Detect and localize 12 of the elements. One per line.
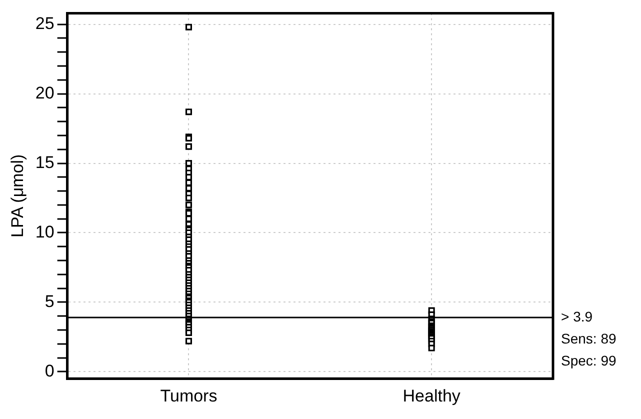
ref-line-label: > 3.9 xyxy=(561,308,593,324)
x-tick-label: Healthy xyxy=(402,386,461,406)
y-tick-label: 10 xyxy=(35,222,54,242)
x-tick-label: Tumors xyxy=(160,386,218,406)
y-tick-label: 5 xyxy=(44,292,54,311)
text: Sens: 89 xyxy=(561,330,616,346)
y-axis-title: LPA (μmol) xyxy=(8,154,27,238)
text: Spec: 99 xyxy=(561,352,616,368)
y-tick-label: 20 xyxy=(35,83,54,102)
y-tick-label: 0 xyxy=(44,361,54,380)
y-tick-label: 15 xyxy=(35,152,54,172)
y-tick-label: 25 xyxy=(35,14,54,33)
